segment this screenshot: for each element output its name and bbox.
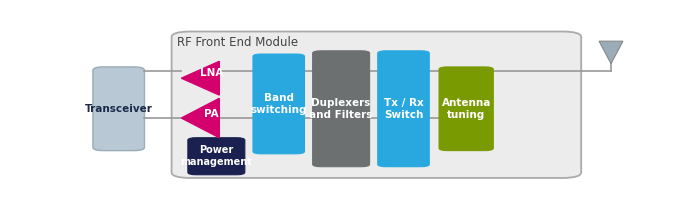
FancyBboxPatch shape <box>313 51 370 167</box>
FancyBboxPatch shape <box>93 67 144 151</box>
Text: Band
switching: Band switching <box>251 93 307 115</box>
Text: Transceiver: Transceiver <box>85 104 153 114</box>
Text: Antenna
tuning: Antenna tuning <box>442 98 491 120</box>
Text: Power
management: Power management <box>181 145 252 167</box>
FancyBboxPatch shape <box>172 32 581 178</box>
FancyBboxPatch shape <box>188 138 245 175</box>
Polygon shape <box>181 98 219 138</box>
Text: LNA: LNA <box>200 68 224 78</box>
Text: RF Front End Module: RF Front End Module <box>177 36 298 49</box>
FancyBboxPatch shape <box>439 67 493 151</box>
FancyBboxPatch shape <box>378 51 429 167</box>
Polygon shape <box>181 61 219 95</box>
Polygon shape <box>599 41 623 64</box>
FancyBboxPatch shape <box>253 54 304 154</box>
Text: Tx / Rx
Switch: Tx / Rx Switch <box>384 98 424 120</box>
Text: Duplexers
and Filters: Duplexers and Filters <box>309 98 373 120</box>
Text: PA: PA <box>204 109 218 119</box>
